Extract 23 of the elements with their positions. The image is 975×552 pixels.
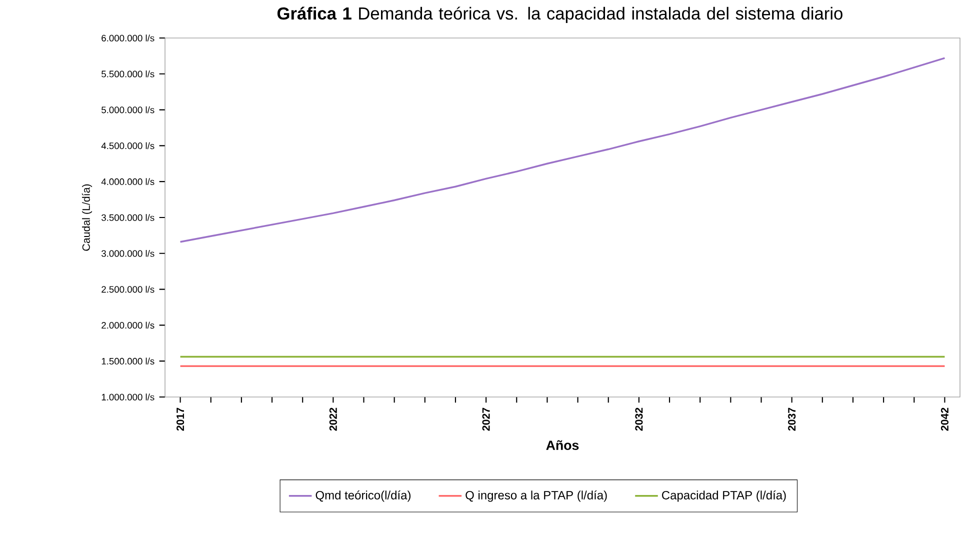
y-tick-label: 3.000.000 l/s	[102, 250, 154, 257]
y-tick-label: 4.500.000 l/s	[101, 142, 154, 150]
y-tick-label: 4.000.000 l/s	[101, 178, 154, 186]
y-tick-label: 6.000.000 l/s	[102, 34, 154, 42]
y-tick-label: 3.500.000 l/s	[102, 214, 154, 221]
legend-label: Q ingreso a la PTAP (l/día)	[466, 490, 607, 502]
x-tick-label: 2042	[940, 408, 948, 431]
x-tick-label: 2027	[482, 408, 490, 431]
x-tick-label: 2037	[788, 408, 796, 431]
y-tick-label: 2.000.000 l/s	[102, 322, 154, 329]
x-tick-label: 2017	[176, 408, 184, 431]
x-axis-title: Años	[546, 440, 579, 450]
legend-label: Capacidad PTAP (l/día)	[662, 490, 786, 502]
y-axis-title: Caudal (L/día)	[82, 184, 92, 251]
legend-label: Qmd teórico(l/día)	[316, 490, 410, 502]
y-tick-label: 1.000.000 l/s	[102, 394, 154, 400]
y-tick-label: 5.500.000 l/s	[102, 70, 154, 78]
y-tick-label: 2.500.000 l/s	[102, 286, 154, 293]
x-tick-label: 2022	[329, 408, 337, 431]
y-tick-label: 5.000.000 l/s	[102, 106, 154, 114]
x-tick-label: 2032	[635, 408, 643, 431]
y-tick-label: 1.500.000 l/s	[102, 358, 154, 365]
chart-title: Gráfica 1 Demanda teórica vs. la capacidad instalada del sistema diario	[277, 6, 842, 24]
